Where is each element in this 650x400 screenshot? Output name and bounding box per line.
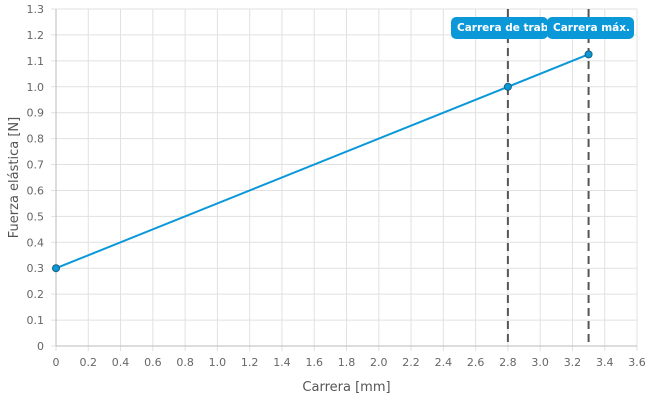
y-tick-label: 0.6 — [27, 184, 45, 197]
data-point — [503, 82, 512, 91]
x-tick-label: 2.8 — [499, 356, 517, 369]
data-point — [52, 264, 60, 273]
x-tick-label: 0 — [53, 356, 60, 369]
annotation-label-max-stroke: Carrera máx. — [547, 17, 634, 39]
y-tick-label: 0 — [37, 340, 44, 353]
y-tick-label: 1.3 — [27, 3, 45, 16]
x-tick-label: 2.4 — [435, 356, 453, 369]
x-tick-label: 3.0 — [531, 356, 549, 369]
annotation-label-working-stroke: Carrera de trabajo — [451, 17, 548, 39]
x-tick-label: 2.6 — [467, 356, 485, 369]
x-tick-label: 0.6 — [144, 356, 162, 369]
x-tick-label: 3.4 — [596, 356, 614, 369]
x-tick-label: 0.2 — [80, 356, 98, 369]
x-tick-label: 2.0 — [370, 356, 388, 369]
x-tick-label: 2.2 — [402, 356, 420, 369]
y-tick-label: 0.7 — [27, 159, 45, 172]
y-tick-label: 0.8 — [27, 133, 45, 146]
y-tick-label: 0.5 — [27, 210, 45, 223]
y-tick-label: 0.9 — [27, 107, 45, 120]
y-tick-label: 0.4 — [27, 236, 45, 249]
x-tick-label: 3.2 — [564, 356, 582, 369]
x-axis-title: Carrera [mm] — [302, 380, 390, 395]
x-tick-label: 1.2 — [241, 356, 259, 369]
x-tick-label: 1.6 — [305, 356, 323, 369]
y-tick-label: 0.1 — [27, 314, 45, 327]
x-tick-label: 0.4 — [112, 356, 130, 369]
y-tick-label: 0.3 — [27, 262, 45, 275]
x-tick-label: 1.0 — [209, 356, 227, 369]
x-tick-label: 0.8 — [176, 356, 194, 369]
y-axis-title: Fuerza elástica [N] — [7, 117, 22, 238]
y-tick-label: 1.2 — [27, 29, 45, 42]
y-tick-label: 0.2 — [27, 288, 45, 301]
y-tick-label: 1.0 — [27, 81, 45, 94]
data-point — [584, 50, 593, 59]
x-tick-label: 1.8 — [338, 356, 356, 369]
y-tick-label: 1.1 — [27, 55, 45, 68]
x-tick-label: 3.6 — [628, 356, 646, 369]
x-tick-label: 1.4 — [273, 356, 291, 369]
